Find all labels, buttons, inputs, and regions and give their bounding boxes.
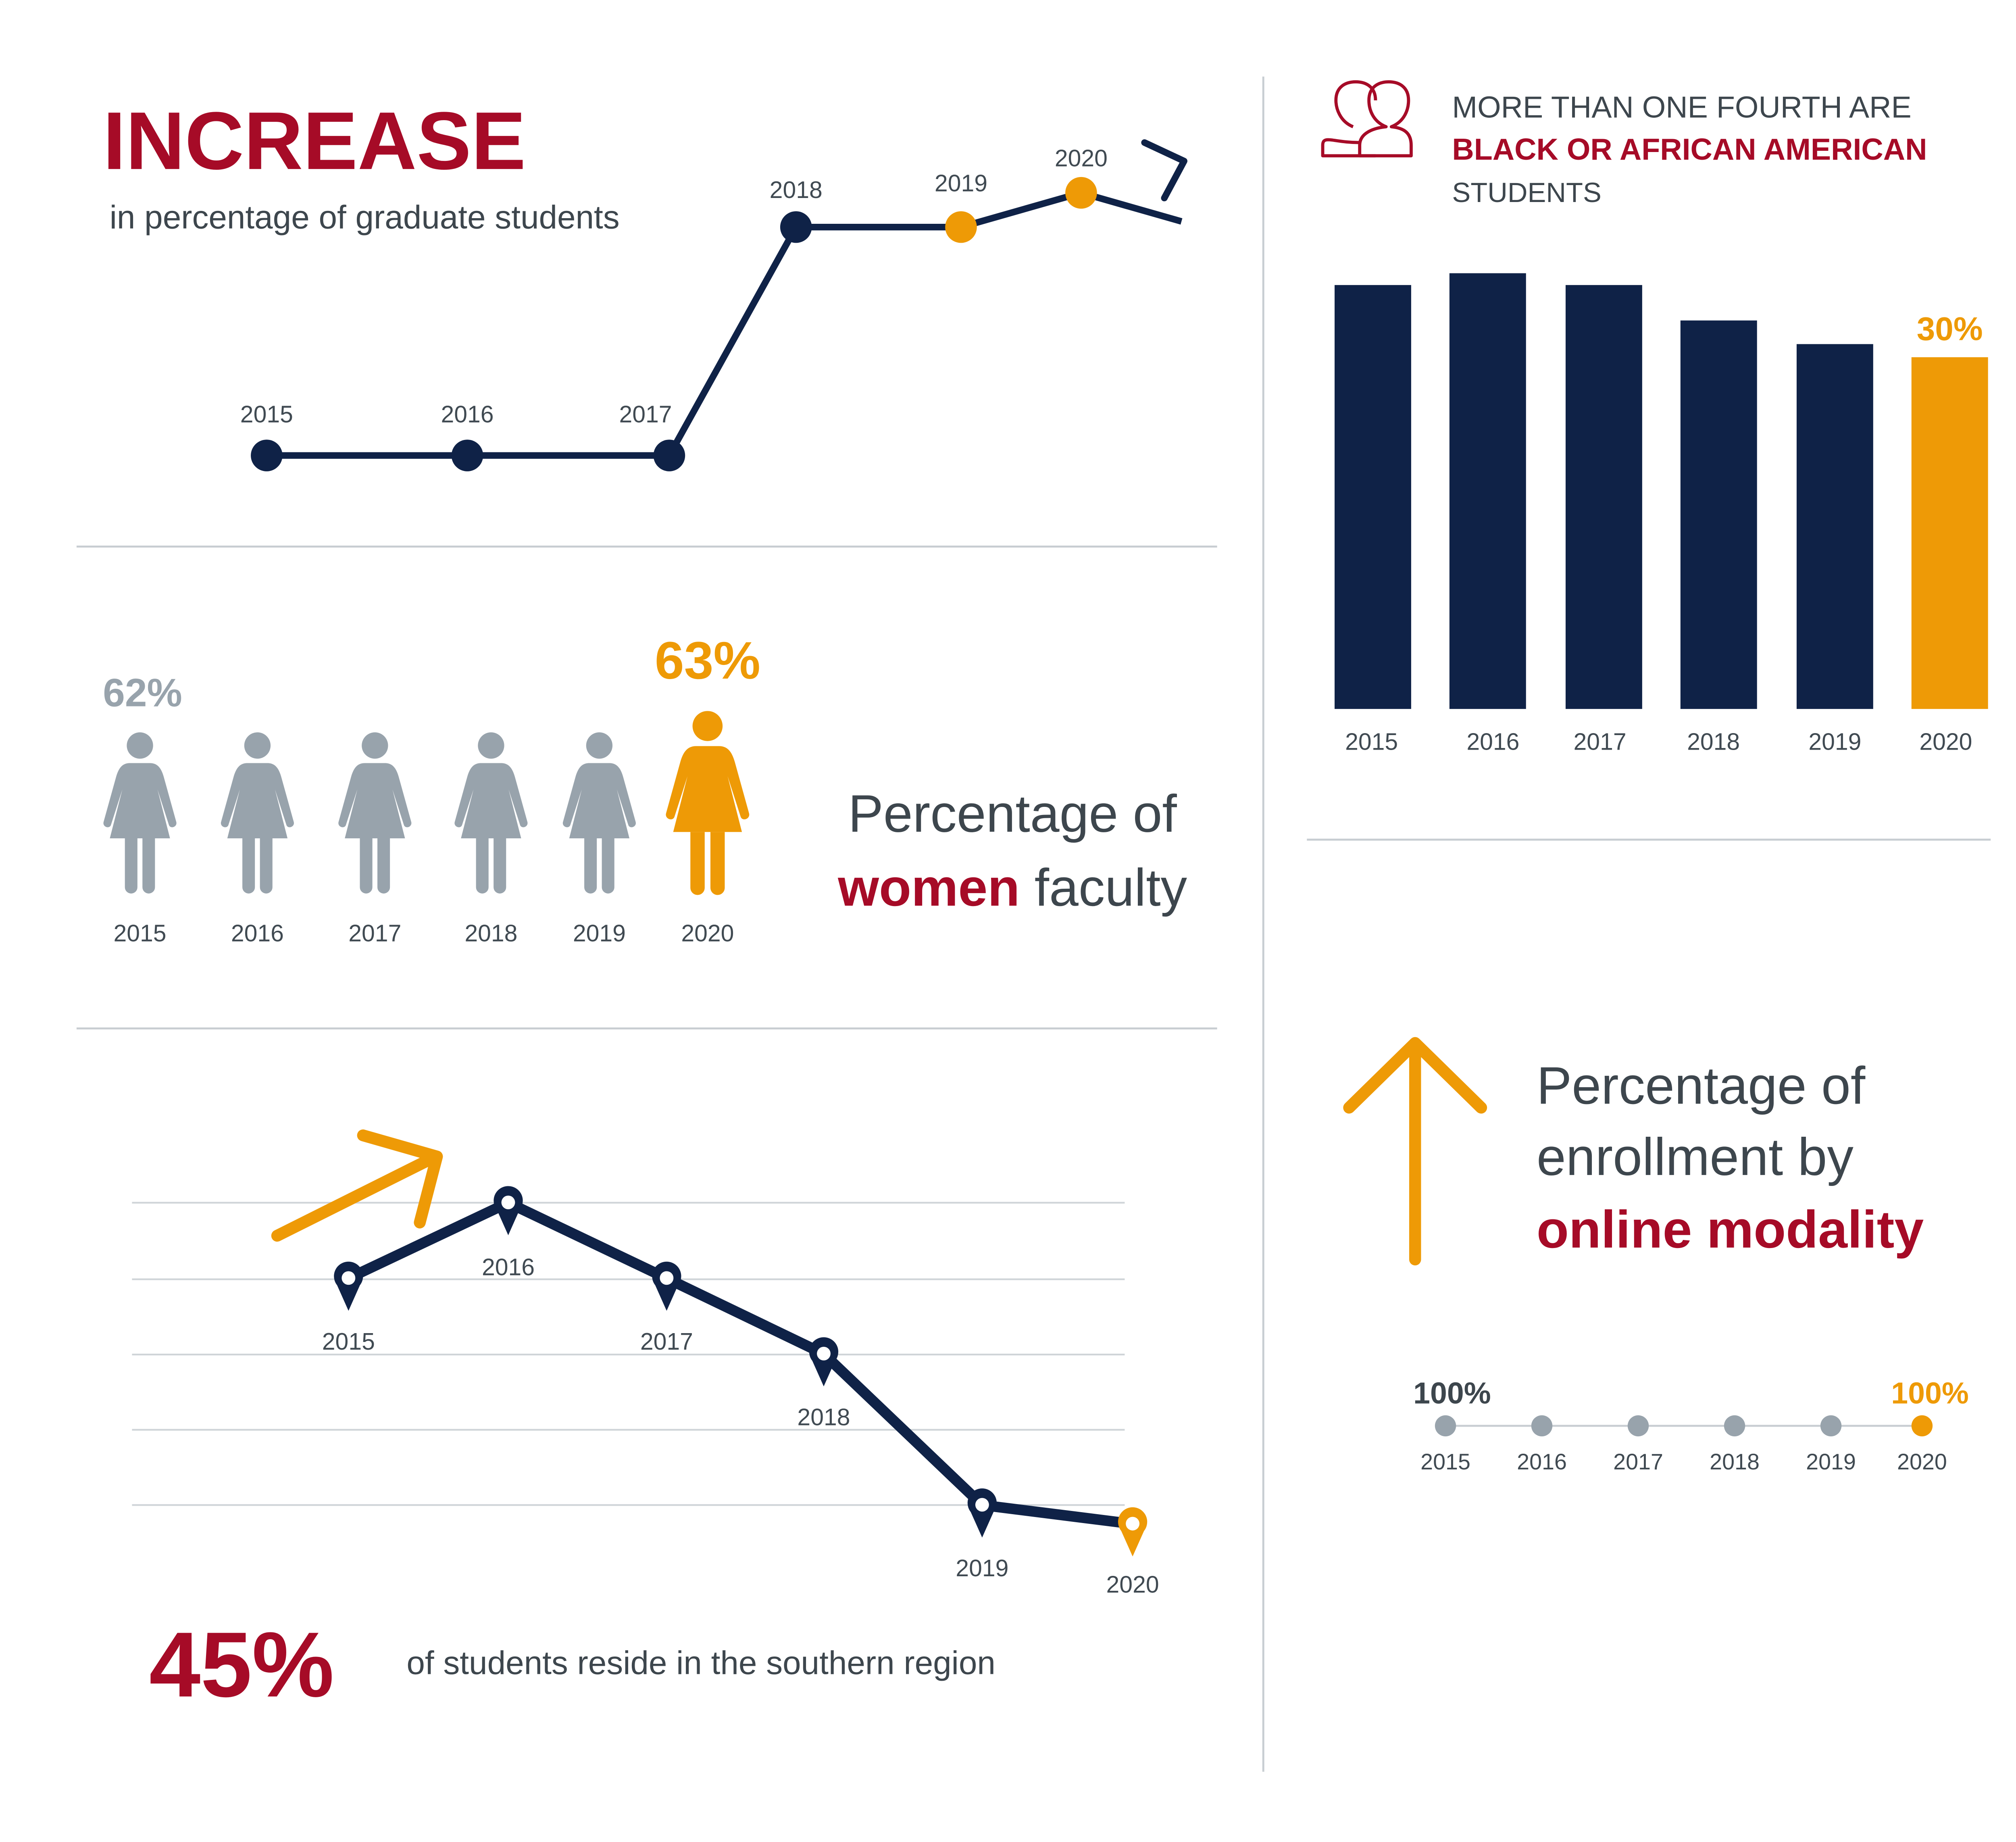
- woman-figure-icon-2019: [562, 732, 636, 894]
- online-point-2020: [1911, 1415, 1933, 1437]
- graduate-year-label-2020: 2020: [1055, 146, 1108, 172]
- graduate-point-2018: [780, 211, 812, 243]
- graduate-year-label-2017: 2017: [619, 402, 672, 428]
- southern-year-label-2018: 2018: [797, 1404, 850, 1430]
- online-year-label-2020: 2020: [1897, 1449, 1947, 1474]
- women-value-label-2015: 62%: [103, 671, 182, 715]
- women-title-line2: women faculty: [837, 858, 1187, 917]
- graduate-point-2015: [251, 440, 283, 471]
- southern-year-label-2016: 2016: [482, 1254, 535, 1281]
- graduate-point-2019: [945, 211, 977, 243]
- bar-2020: [1911, 357, 1988, 709]
- women-faculty-chart: 2015 62% 2016 2017 2018 2019 2020 63%: [103, 631, 760, 947]
- bar-year-label-2017: 2017: [1574, 729, 1627, 755]
- bar-2015: [1335, 285, 1411, 709]
- map-pin-icon-2017: [652, 1261, 681, 1311]
- online-point-2017: [1627, 1415, 1649, 1437]
- online-year-label-2019: 2019: [1806, 1449, 1856, 1474]
- graduate-trend-arrow-icon: [1141, 139, 1187, 202]
- southern-trend-series: [343, 1197, 1138, 1529]
- bar-year-label-2019: 2019: [1808, 729, 1861, 755]
- map-pin-icon-2020: [1118, 1507, 1148, 1557]
- bar-value-label-2020: 30%: [1917, 310, 1983, 347]
- southern-year-label-2019: 2019: [956, 1555, 1008, 1582]
- southern-year-label-2015: 2015: [322, 1329, 375, 1355]
- online-year-label-2018: 2018: [1710, 1449, 1760, 1474]
- women-title-line1: Percentage of: [848, 784, 1177, 843]
- online-title-highlight: online modality: [1537, 1200, 1924, 1259]
- women-title-rest: faculty: [1035, 858, 1187, 917]
- woman-figure-icon-2018: [454, 732, 528, 894]
- map-pin-icon-2015: [334, 1261, 363, 1311]
- online-year-label-2017: 2017: [1613, 1449, 1663, 1474]
- online-point-2018: [1724, 1415, 1745, 1437]
- bar-year-label-2015: 2015: [1345, 729, 1398, 755]
- up-arrow-icon: [1343, 1037, 1487, 1266]
- graduate-point-2020: [1065, 177, 1097, 209]
- graduate-year-label-2015: 2015: [240, 402, 293, 428]
- woman-figure-icon-2016: [221, 732, 294, 894]
- online-year-label-2015: 2015: [1420, 1449, 1470, 1474]
- graduate-year-label-2018: 2018: [770, 177, 823, 203]
- bar-year-label-2018: 2018: [1687, 729, 1740, 755]
- women-year-label-2016: 2016: [231, 920, 284, 946]
- graduate-year-label-2016: 2016: [441, 402, 494, 428]
- online-modality-chart: 2015 100% 2016 2017 2018 2019 2020 100%: [1413, 1376, 1969, 1474]
- southern-big-value: 45%: [149, 1613, 334, 1716]
- black-students-line2: BLACK OR AFRICAN AMERICAN: [1452, 132, 1927, 166]
- black-students-bar-chart: 2015 2016 2017 2018 2019 2020 30%: [1335, 273, 1988, 755]
- woman-figure-icon-2017: [338, 732, 412, 894]
- online-value-label-2020: 100%: [1891, 1376, 1969, 1410]
- online-point-2016: [1531, 1415, 1553, 1437]
- women-year-label-2017: 2017: [348, 920, 401, 946]
- map-pin-icon-2016: [494, 1186, 523, 1236]
- graduate-year-label-2019: 2019: [935, 171, 987, 197]
- map-pin-icon-2018: [809, 1337, 839, 1387]
- southern-year-label-2017: 2017: [640, 1329, 693, 1355]
- online-value-label-2015: 100%: [1413, 1376, 1491, 1410]
- graduate-line-chart: 2015 2016 2017 2018 2019 2020: [240, 139, 1187, 471]
- women-year-label-2018: 2018: [464, 920, 517, 946]
- map-pin-icon-2019: [967, 1488, 997, 1538]
- women-value-label-2020: 63%: [655, 631, 760, 690]
- people-outline-icon: [1321, 80, 1413, 158]
- woman-figure-icon-2015: [103, 732, 177, 894]
- bar-year-label-2020: 2020: [1919, 729, 1972, 755]
- black-students-line3: STUDENTS: [1452, 177, 1602, 208]
- women-year-label-2015: 2015: [113, 920, 166, 946]
- southern-description: of students reside in the southern regio…: [406, 1644, 995, 1681]
- online-point-2015: [1435, 1415, 1456, 1437]
- online-year-label-2016: 2016: [1517, 1449, 1567, 1474]
- southern-year-label-2020: 2020: [1106, 1571, 1159, 1598]
- women-year-label-2019: 2019: [573, 920, 626, 946]
- southern-region-line-chart: 2015 2016 2017 2018 2019 2020: [132, 1186, 1159, 1598]
- women-year-label-2020: 2020: [681, 920, 734, 946]
- online-title-line1: Percentage of: [1537, 1056, 1866, 1115]
- bar-2017: [1565, 285, 1642, 709]
- bar-2018: [1680, 320, 1757, 709]
- graduate-point-2016: [451, 440, 483, 471]
- bar-2016: [1449, 273, 1526, 709]
- bar-year-label-2016: 2016: [1466, 729, 1519, 755]
- woman-figure-icon-2020: [666, 711, 750, 895]
- black-students-line1: MORE THAN ONE FOURTH ARE: [1452, 90, 1911, 124]
- graduate-point-2017: [653, 440, 685, 471]
- online-title-line2: enrollment by: [1537, 1127, 1854, 1186]
- trend-up-arrow-icon: [271, 1129, 443, 1242]
- bar-2019: [1796, 344, 1873, 709]
- graduate-headline: INCREASE: [103, 95, 526, 187]
- graduate-subtitle: in percentage of graduate students: [110, 199, 620, 235]
- online-point-2019: [1820, 1415, 1842, 1437]
- women-title-highlight: women: [837, 858, 1020, 917]
